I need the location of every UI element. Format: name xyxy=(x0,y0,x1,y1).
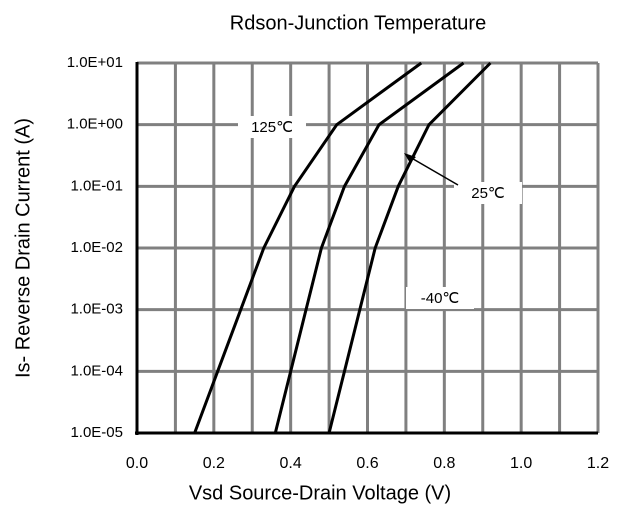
data-line xyxy=(193,61,423,434)
x-tick-label: 0.2 xyxy=(203,455,225,472)
x-tick-label: 1.0 xyxy=(510,455,532,472)
series-label: 25℃ xyxy=(471,185,505,202)
x-axis-label: Vsd Source-Drain Voltage (V) xyxy=(189,482,451,504)
data-line xyxy=(273,61,465,434)
annotation-arrow xyxy=(407,155,459,186)
y-tick-label: 1.0E-01 xyxy=(70,177,123,194)
label-background xyxy=(238,116,306,138)
y-tick-label: 1.0E-04 xyxy=(70,362,123,379)
x-tick-label: 0.8 xyxy=(433,455,455,472)
label-background xyxy=(406,287,474,309)
data-line xyxy=(327,61,492,434)
x-tick-label: 0.0 xyxy=(126,455,148,472)
y-tick-label: 1.0E+00 xyxy=(67,116,123,133)
y-tick-label: 1.0E-03 xyxy=(70,301,123,318)
y-tick-label: 1.0E-02 xyxy=(70,239,123,256)
y-axis-label: Is- Reverse Drain Current (A) xyxy=(12,118,34,378)
annotation-arrowhead xyxy=(404,153,416,163)
series-label: -40℃ xyxy=(421,290,460,307)
x-tick-label: 0.6 xyxy=(356,455,378,472)
y-tick-label: 1.0E+01 xyxy=(67,54,123,71)
y-tick-label: 1.0E-05 xyxy=(70,424,123,441)
x-tick-label: 1.2 xyxy=(587,455,609,472)
series-label: 125℃ xyxy=(251,119,293,136)
chart-title: Rdson-Junction Temperature xyxy=(230,12,486,34)
label-background xyxy=(454,182,522,204)
x-tick-label: 0.4 xyxy=(280,455,302,472)
